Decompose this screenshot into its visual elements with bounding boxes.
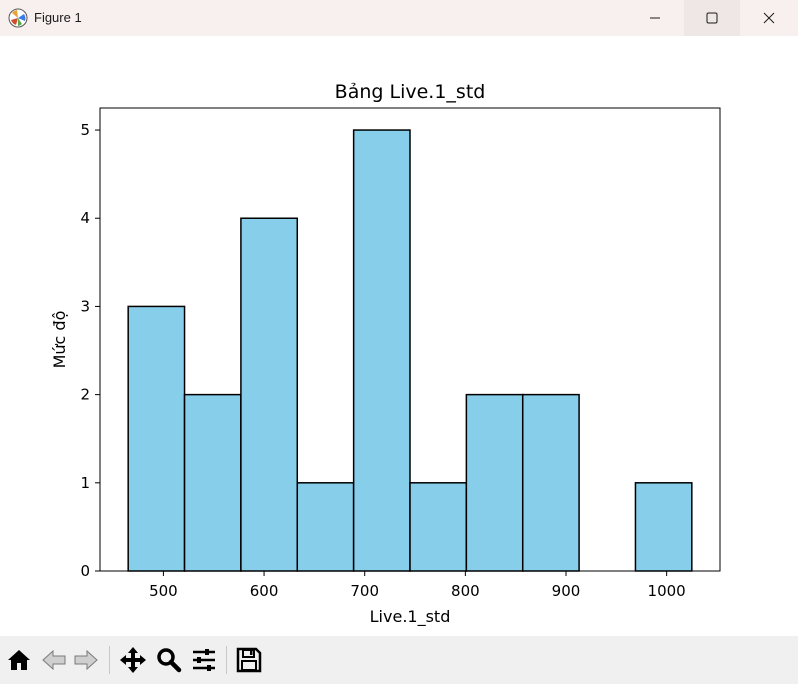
histogram-bar (352, 129, 411, 572)
back-icon (42, 649, 66, 671)
minimize-icon (650, 17, 660, 19)
histogram-bar (240, 217, 299, 572)
back-button[interactable] (40, 646, 68, 674)
y-tick-label: 1 (80, 474, 90, 492)
maximize-button[interactable] (684, 0, 740, 36)
pan-button[interactable] (119, 646, 147, 674)
window-titlebar: Figure 1 (0, 0, 798, 36)
x-tick-label: 700 (350, 582, 379, 600)
save-button[interactable] (235, 646, 263, 674)
toolbar-separator (226, 646, 227, 674)
configure-subplots-button[interactable] (190, 646, 218, 674)
matplotlib-app-icon (8, 8, 28, 28)
x-tick-label: 800 (451, 582, 480, 600)
maximize-icon (706, 12, 718, 24)
y-tick-label: 2 (80, 386, 90, 404)
y-ticks: 0 1 2 3 4 5 (80, 121, 100, 580)
y-tick-label: 5 (80, 121, 90, 139)
figure-canvas: 500 600 700 800 900 1000 0 1 2 3 4 5 Bảng Live.1_s… (0, 36, 798, 636)
close-button[interactable] (741, 0, 797, 36)
configure-subplots-icon (193, 649, 215, 671)
y-tick-label: 0 (80, 562, 90, 580)
y-axis-label: Mức độ (50, 311, 69, 369)
navigation-toolbar (0, 636, 798, 684)
histogram-bar (521, 393, 580, 572)
histogram-bar (127, 305, 186, 572)
forward-button[interactable] (72, 646, 100, 674)
window-title: Figure 1 (34, 10, 82, 25)
axes-frame (99, 107, 721, 572)
forward-icon (74, 649, 98, 671)
x-tick-label: 1000 (648, 582, 686, 600)
pan-icon (120, 647, 146, 673)
histogram-bar (296, 482, 355, 572)
histogram-bar (183, 393, 242, 572)
histogram-chart: 500 600 700 800 900 1000 0 1 2 3 4 5 Bảng Live.1_s… (50, 81, 721, 627)
histogram-bar (634, 482, 693, 572)
close-icon (763, 12, 775, 24)
save-icon (236, 647, 262, 673)
x-axis-label: Live.1_std (370, 607, 451, 627)
x-tick-label: 900 (552, 582, 581, 600)
x-tick-label: 500 (149, 582, 178, 600)
chart-title: Bảng Live.1_std (335, 81, 486, 103)
home-button[interactable] (5, 646, 33, 674)
histogram-bar (465, 393, 524, 572)
y-tick-label: 3 (80, 297, 90, 315)
x-ticks: 500 600 700 800 900 1000 (149, 571, 686, 600)
zoom-button[interactable] (155, 646, 183, 674)
histogram-bar (409, 482, 468, 572)
zoom-icon (157, 648, 182, 673)
home-icon (8, 650, 30, 670)
y-tick-label: 4 (80, 209, 90, 227)
toolbar-separator (109, 646, 110, 674)
x-tick-label: 600 (250, 582, 279, 600)
bars-group (127, 129, 693, 572)
minimize-button[interactable] (627, 0, 683, 36)
